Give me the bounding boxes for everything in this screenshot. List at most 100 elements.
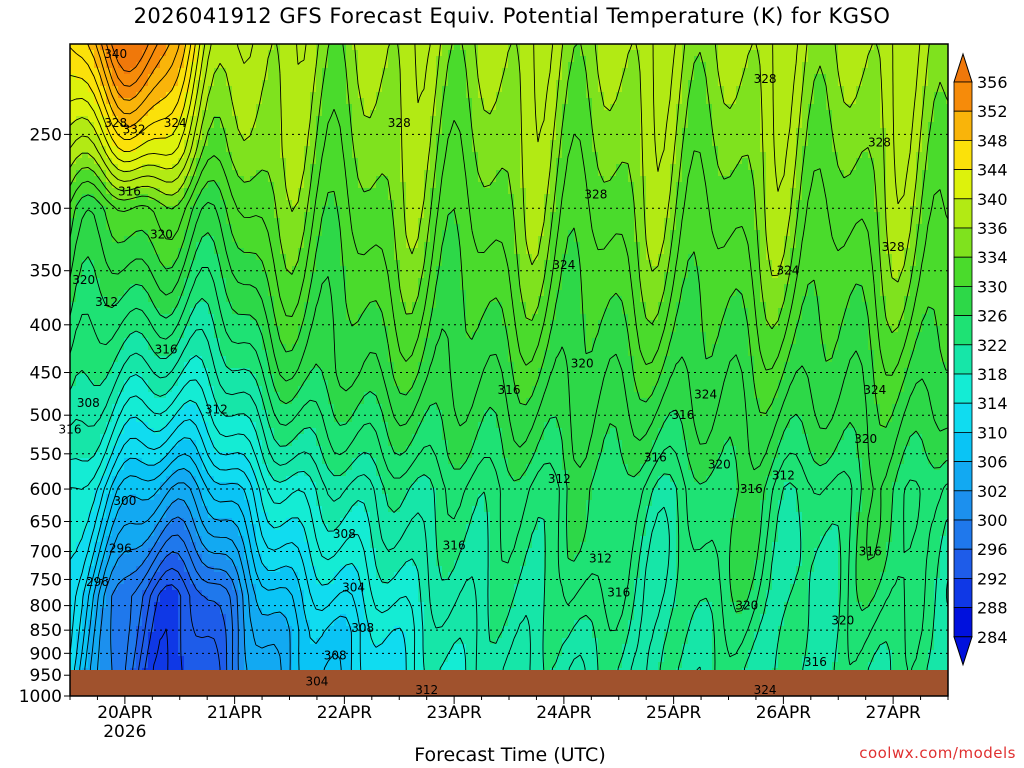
field-cell	[382, 44, 389, 51]
field-cell	[328, 86, 335, 93]
field-cell	[580, 182, 587, 189]
field-cell	[268, 230, 275, 237]
field-cell	[592, 110, 599, 117]
field-cell	[940, 242, 947, 249]
field-cell	[826, 176, 833, 183]
field-cell	[76, 128, 83, 135]
field-cell	[508, 182, 515, 189]
field-cell	[922, 98, 929, 105]
field-cell	[904, 212, 911, 219]
field-cell	[922, 206, 929, 213]
field-cell	[922, 116, 929, 123]
field-cell	[628, 140, 635, 147]
field-cell	[544, 218, 551, 225]
field-cell	[574, 110, 581, 117]
field-cell	[286, 44, 293, 51]
field-cell	[514, 134, 521, 141]
field-cell	[412, 218, 419, 225]
field-cell	[82, 242, 89, 249]
field-cell	[604, 188, 611, 195]
field-cell	[538, 134, 545, 141]
field-cell	[706, 92, 713, 99]
field-cell	[652, 200, 659, 207]
field-cell	[538, 50, 545, 57]
field-cell	[136, 218, 143, 225]
field-cell	[394, 56, 401, 63]
field-cell	[262, 158, 269, 165]
field-cell	[616, 116, 623, 123]
field-cell	[232, 92, 239, 99]
field-cell	[850, 140, 857, 147]
field-cell	[268, 68, 275, 75]
field-cell	[238, 182, 245, 189]
field-cell	[742, 92, 749, 99]
field-cell	[112, 44, 119, 51]
field-cell	[814, 74, 821, 81]
field-cell	[190, 80, 197, 87]
field-cell	[736, 86, 743, 93]
field-cell	[892, 134, 899, 141]
field-cell	[604, 80, 611, 87]
field-cell	[172, 128, 179, 135]
field-cell	[76, 170, 83, 177]
field-cell	[280, 86, 287, 93]
field-cell	[394, 230, 401, 237]
field-cell	[838, 104, 845, 111]
field-cell	[460, 206, 467, 213]
field-cell	[382, 182, 389, 189]
field-cell	[472, 68, 479, 75]
field-cell	[862, 206, 869, 213]
field-cell	[268, 140, 275, 147]
field-cell	[790, 128, 797, 135]
field-cell	[346, 62, 353, 69]
field-cell	[172, 230, 179, 237]
field-cell	[694, 218, 701, 225]
field-cell	[454, 62, 461, 69]
field-cell	[490, 116, 497, 123]
field-cell	[412, 164, 419, 171]
field-cell	[574, 146, 581, 153]
field-cell	[316, 152, 323, 159]
field-cell	[634, 68, 641, 75]
field-cell	[418, 50, 425, 57]
field-cell	[484, 80, 491, 87]
field-cell	[304, 176, 311, 183]
field-cell	[742, 146, 749, 153]
field-cell	[472, 188, 479, 195]
field-cell	[586, 236, 593, 243]
field-cell	[604, 128, 611, 135]
field-cell	[268, 128, 275, 135]
field-cell	[82, 200, 89, 207]
field-cell	[856, 68, 863, 75]
field-cell	[526, 116, 533, 123]
field-cell	[340, 230, 347, 237]
field-cell	[766, 140, 773, 147]
field-cell	[808, 194, 815, 201]
field-cell	[94, 56, 101, 63]
field-cell	[616, 98, 623, 105]
field-cell	[448, 116, 455, 123]
field-cell	[394, 44, 401, 51]
field-cell	[526, 152, 533, 159]
field-cell	[412, 122, 419, 129]
field-cell	[424, 206, 431, 213]
field-cell	[424, 86, 431, 93]
field-cell	[160, 242, 167, 249]
field-cell	[754, 146, 761, 153]
field-cell	[826, 134, 833, 141]
field-cell	[478, 68, 485, 75]
field-cell	[934, 230, 941, 237]
field-cell	[736, 188, 743, 195]
field-cell	[466, 230, 473, 237]
field-cell	[856, 170, 863, 177]
field-cell	[622, 152, 629, 159]
field-cell	[808, 200, 815, 207]
field-cell	[604, 224, 611, 231]
field-cell	[484, 110, 491, 117]
field-cell	[112, 86, 119, 93]
field-cell	[658, 194, 665, 201]
field-cell	[238, 68, 245, 75]
field-cell	[568, 170, 575, 177]
field-cell	[724, 218, 731, 225]
field-cell	[502, 230, 509, 237]
